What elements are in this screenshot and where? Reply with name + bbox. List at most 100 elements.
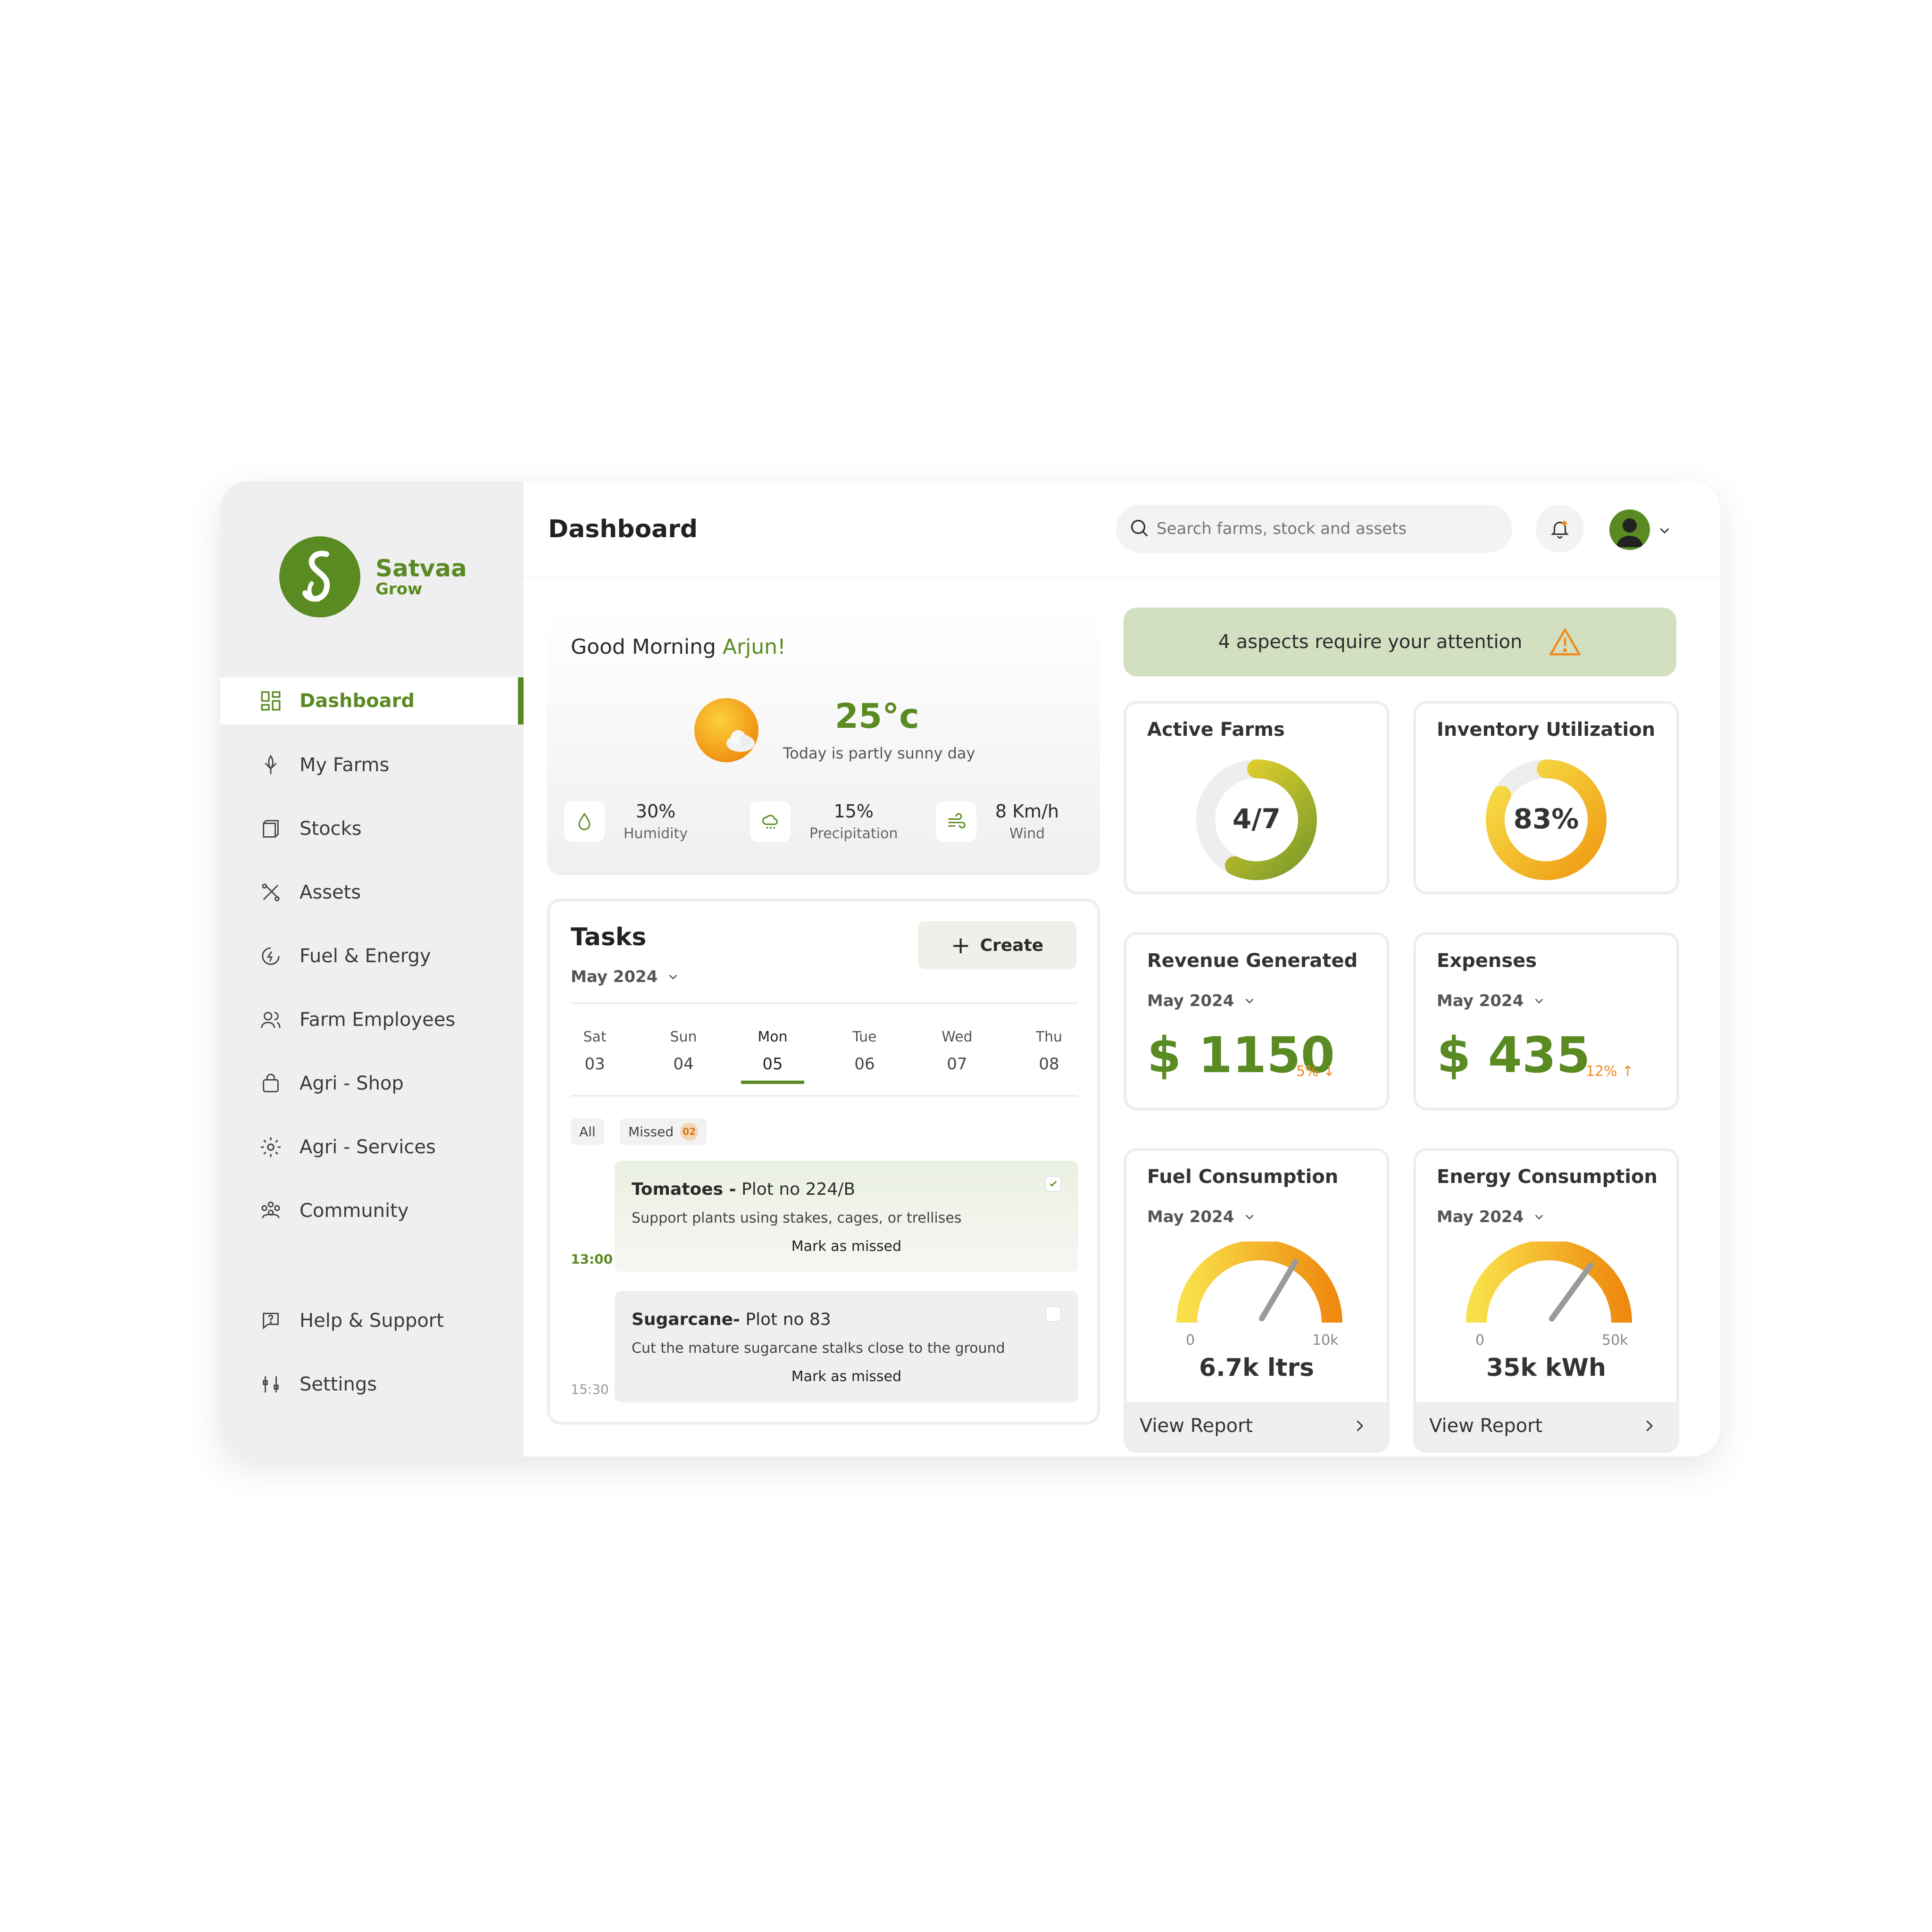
day-thu[interactable]: Thu 08 [1018,1029,1080,1074]
month-label: May 2024 [1147,991,1234,1010]
community-icon [259,1199,283,1223]
revenue-delta: 5% ↓ [1296,1063,1335,1080]
task-time: 15:30 [571,1382,609,1397]
sidebar-item-stocks[interactable]: Stocks [220,805,524,852]
card-title: Expenses [1437,950,1537,972]
missed-count-badge: 02 [680,1123,699,1141]
sidebar-item-farm-employees[interactable]: Farm Employees [220,996,524,1043]
task-checkbox[interactable] [1045,1176,1061,1192]
filter-missed-label: Missed [628,1124,674,1140]
task-plot: Plot no 83 [740,1310,831,1329]
day-date: 05 [762,1055,783,1074]
tasks-month-select[interactable]: May 2024 [571,967,680,986]
day-date: 07 [947,1055,967,1074]
grid-icon [259,689,283,713]
avatar[interactable] [1609,509,1650,550]
active-farms-value: 4/7 [1232,803,1281,835]
card-title: Revenue Generated [1147,950,1358,972]
sidebar-item-fuel-energy[interactable]: Fuel & Energy [220,933,524,980]
fuel-month-select[interactable]: May 2024 [1147,1208,1257,1226]
expenses-month-select[interactable]: May 2024 [1437,991,1546,1010]
brand-logo[interactable]: Satvaa Grow [279,536,467,617]
expenses-card[interactable]: Expenses May 2024 $ 435 12% ↑ [1413,932,1679,1110]
task-time: 13:00 [571,1251,613,1267]
active-farms-card[interactable]: Active Farms 4/7 [1124,701,1390,894]
day-mon[interactable]: Mon 05 [742,1029,803,1074]
weather-description: Today is partly sunny day [783,744,975,762]
delta-value: 5% [1296,1063,1319,1080]
chevron-right-icon [1646,1420,1653,1432]
filter-missed[interactable]: Missed 02 [620,1118,707,1145]
energy-card[interactable]: Energy Consumption May 2024 0 50k 35k kW… [1413,1148,1679,1453]
create-task-button[interactable]: + Create [918,921,1076,969]
mark-missed-link[interactable]: Mark as missed [615,1368,1078,1385]
month-label: May 2024 [1147,1208,1234,1226]
tasks-card: Tasks May 2024 + Create Sat 03 Sun 04 Mon 0… [547,899,1100,1424]
task-description: Support plants using stakes, cages, or t… [632,1210,962,1226]
precipitation-value: 15% [833,801,874,822]
sidebar-item-label: My Farms [300,754,390,776]
task-checkbox[interactable] [1045,1306,1061,1322]
view-report-button[interactable]: View Report [1126,1402,1387,1450]
humidity-stat: 30% Humidity [564,801,688,842]
energy-month-select[interactable]: May 2024 [1437,1208,1546,1226]
chevron-right-icon [1357,1420,1364,1432]
day-name: Tue [852,1029,877,1045]
bell-icon [1550,521,1569,539]
view-report-label: View Report [1429,1415,1543,1437]
tools-icon [259,881,283,904]
search-input[interactable] [1156,519,1486,539]
tasks-title: Tasks [571,923,647,951]
create-label: Create [980,935,1044,955]
inventory-card[interactable]: Inventory Utilization 83% [1413,701,1679,894]
task-item[interactable]: Tomatoes - Plot no 224/B Support plants … [615,1161,1078,1272]
sidebar-item-settings[interactable]: Settings [220,1361,524,1408]
energy-value: 35k kWh [1486,1354,1606,1382]
fuel-gauge [1176,1241,1342,1323]
card-title: Inventory Utilization [1437,719,1656,741]
revenue-card[interactable]: Revenue Generated May 2024 $ 1150 5% ↓ [1124,932,1390,1110]
task-description: Cut the mature sugarcane stalks close to… [632,1340,1005,1357]
warning-icon [1549,628,1581,656]
day-date: 08 [1039,1055,1059,1074]
active-farms-donut [1196,759,1317,880]
energy-gauge [1466,1241,1632,1323]
top-header: Dashboard [524,481,1720,578]
chevron-down-icon[interactable] [1657,523,1673,541]
sidebar-item-agri-shop[interactable]: Agri - Shop [220,1060,524,1107]
precipitation-stat: 15% Precipitation [750,801,898,842]
gauge-needle [1549,1262,1594,1322]
day-sat[interactable]: Sat 03 [564,1029,625,1074]
chevron-down-icon [1245,999,1254,1004]
mark-missed-link[interactable]: Mark as missed [615,1238,1078,1255]
fuel-card[interactable]: Fuel Consumption May 2024 0 10k 6.7k ltr… [1124,1148,1390,1453]
sidebar-item-help-support[interactable]: Help & Support [220,1297,524,1344]
search-bar[interactable] [1116,505,1512,553]
notifications-button[interactable] [1536,505,1584,553]
sidebar-item-community[interactable]: Community [220,1187,524,1234]
view-report-button[interactable]: View Report [1416,1402,1676,1450]
filter-all[interactable]: All [571,1118,604,1145]
gauge-min: 0 [1186,1332,1195,1349]
attention-banner[interactable]: 4 aspects require your attention [1124,608,1676,676]
day-tue[interactable]: Tue 06 [834,1029,895,1074]
sidebar-item-label: Agri - Shop [300,1073,404,1094]
revenue-month-select[interactable]: May 2024 [1147,991,1257,1010]
day-wed[interactable]: Wed 07 [926,1029,988,1074]
gauge-max: 10k [1312,1332,1339,1349]
donut-progress [1196,759,1317,880]
day-date: 06 [854,1055,875,1074]
sidebar-item-dashboard[interactable]: Dashboard [220,677,524,724]
sidebar-item-label: Agri - Services [300,1136,436,1158]
day-sun[interactable]: Sun 04 [653,1029,714,1074]
sidebar-item-agri-services[interactable]: Agri - Services [220,1124,524,1171]
task-item[interactable]: Sugarcane- Plot no 83 Cut the mature sug… [615,1291,1078,1402]
card-title: Energy Consumption [1437,1166,1657,1188]
sidebar-item-my-farms[interactable]: My Farms [220,741,524,789]
sidebar-item-label: Stocks [300,818,362,840]
day-name: Sun [670,1029,697,1045]
gauge-needle [1259,1258,1299,1322]
sidebar-item-assets[interactable]: Assets [220,869,524,916]
divider [571,1002,1078,1004]
fuel-value: 6.7k ltrs [1199,1354,1315,1382]
